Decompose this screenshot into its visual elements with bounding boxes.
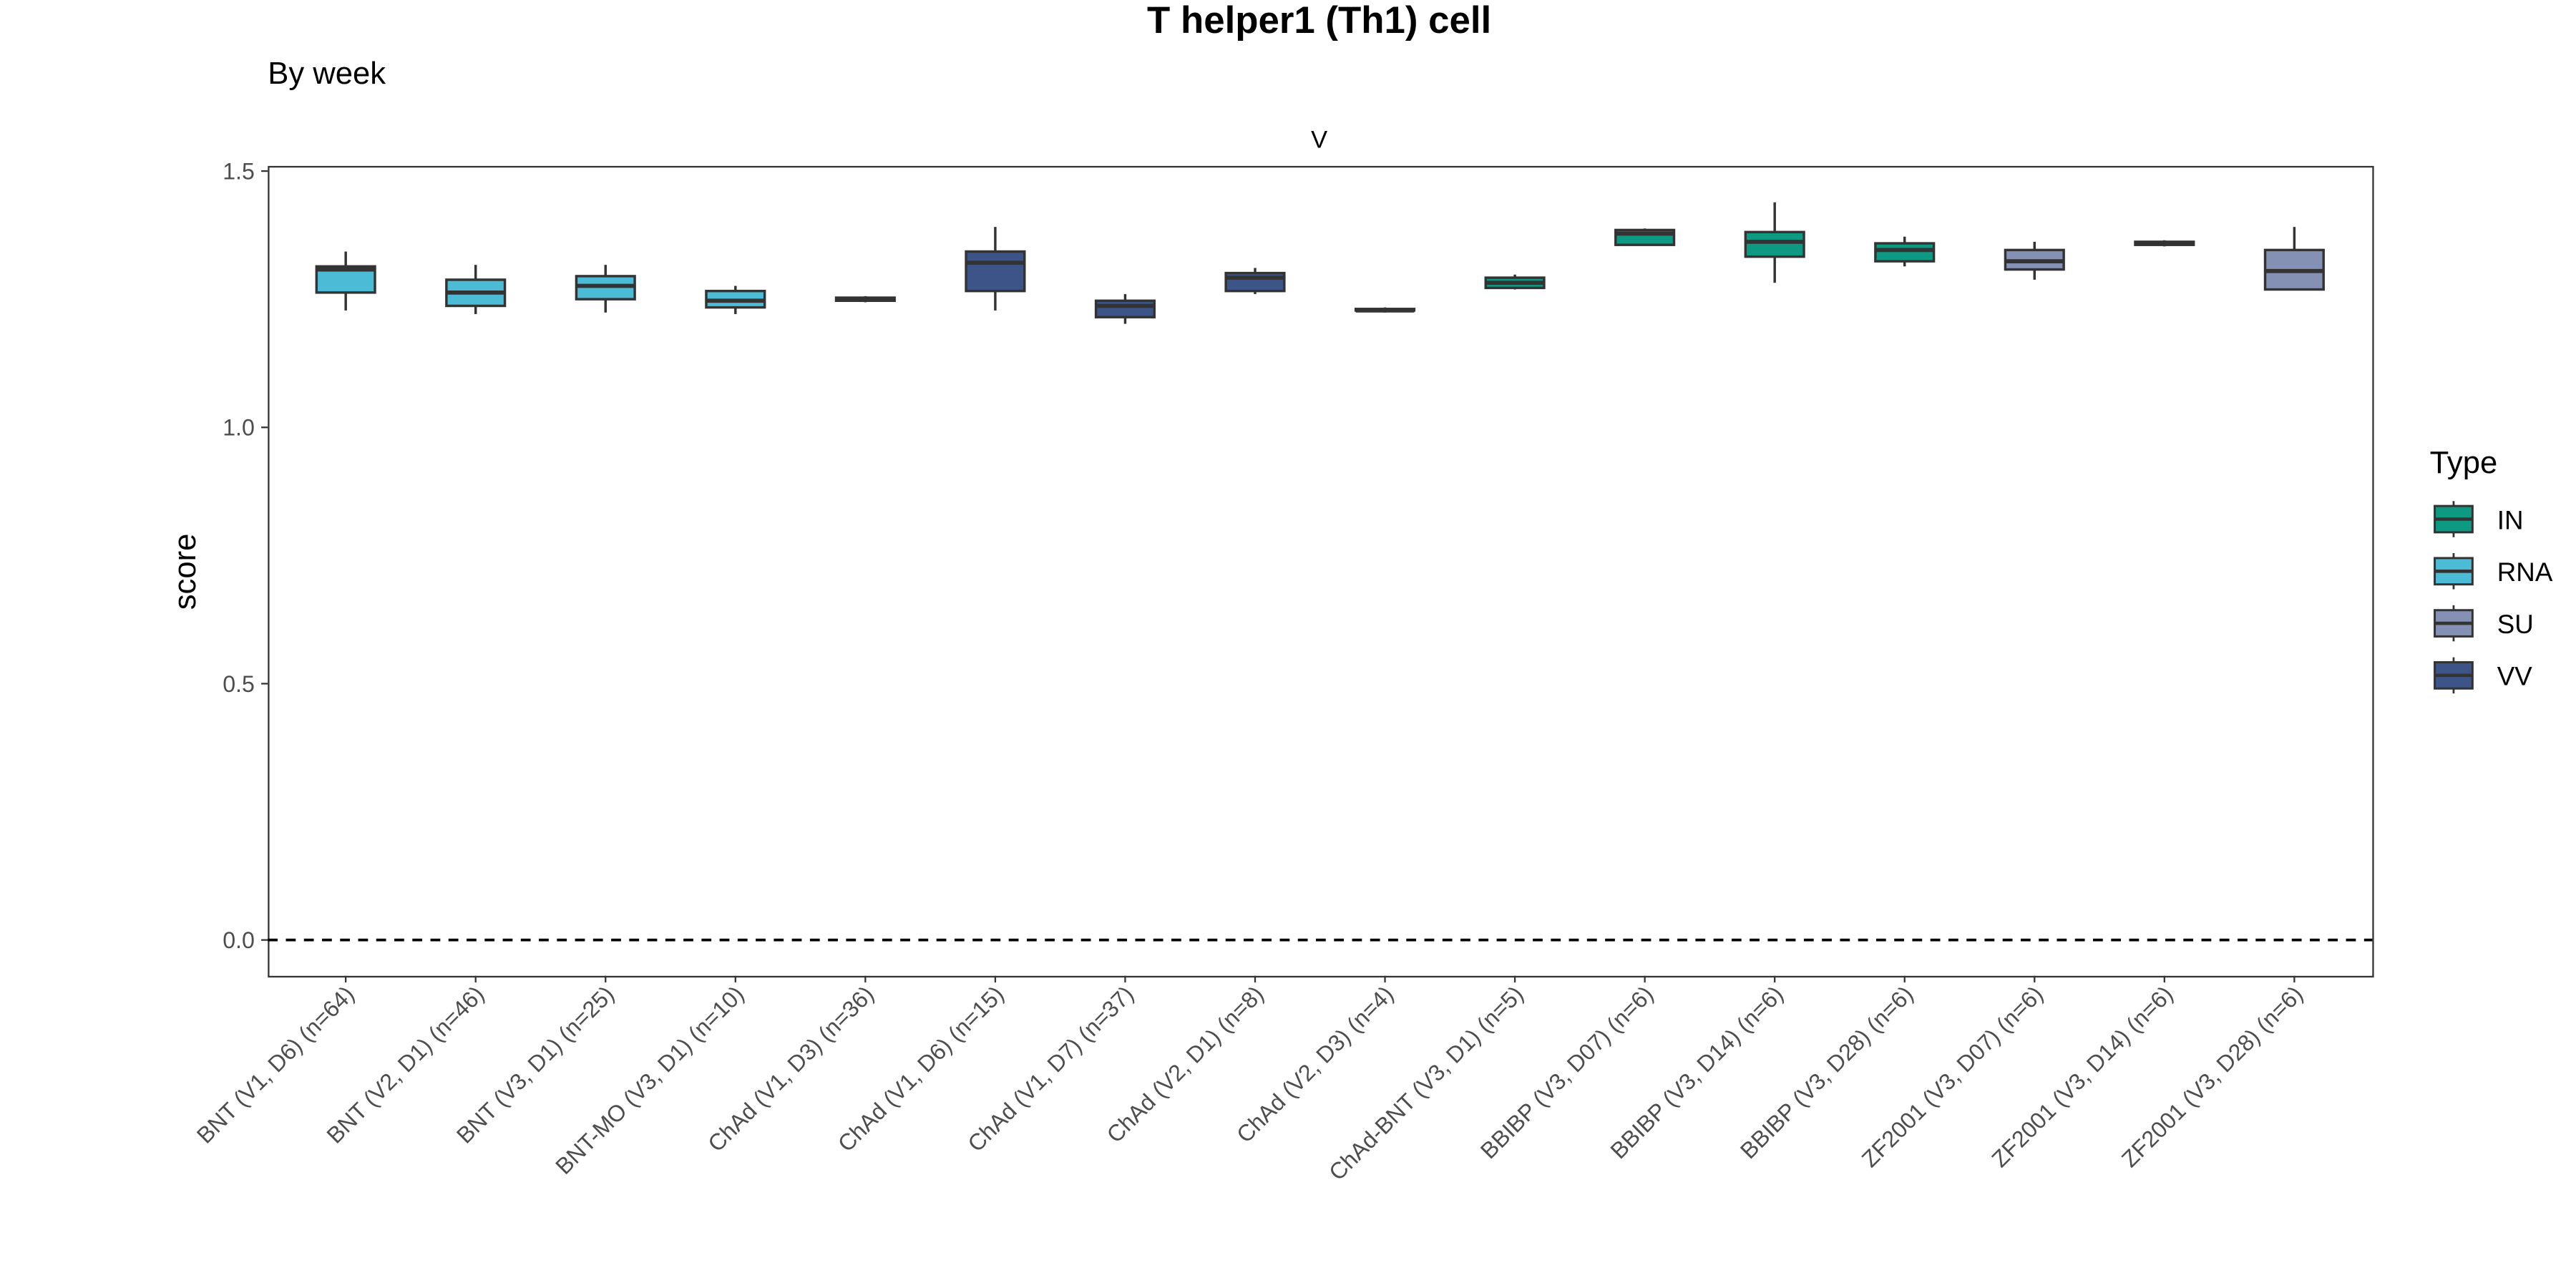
box — [1744, 230, 1805, 258]
y-tick-label: 1.5 — [223, 159, 255, 185]
legend-label: IN — [2497, 505, 2524, 535]
facet-label: V — [1311, 127, 1327, 154]
legend-title: Type — [2430, 446, 2498, 480]
y-tick-label: 0.0 — [223, 927, 255, 953]
legend-label: SU — [2497, 610, 2534, 639]
legend-label: RNA — [2497, 557, 2553, 587]
y-axis-label: score — [168, 534, 203, 610]
panel-border — [268, 165, 2374, 978]
legend-label: VV — [2497, 662, 2532, 691]
y-tick-label: 0.5 — [223, 671, 255, 697]
y-tick-label: 1.0 — [223, 415, 255, 441]
box — [965, 250, 1026, 293]
box — [1874, 242, 1936, 263]
chart-subtitle: By week — [268, 57, 386, 91]
chart-title: T helper1 (Th1) cell — [1147, 0, 1491, 42]
box — [1094, 299, 1156, 318]
